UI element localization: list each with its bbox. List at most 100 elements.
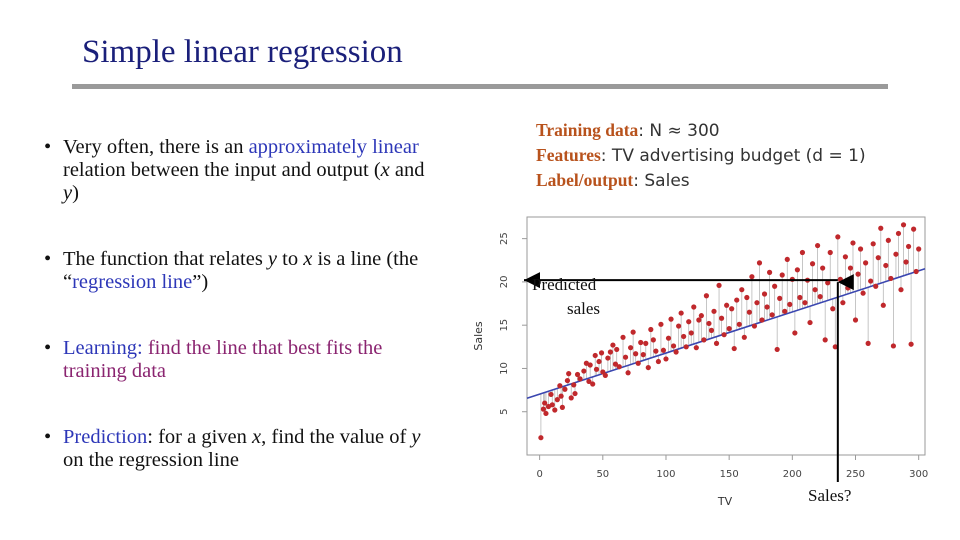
- data-point: [840, 300, 846, 306]
- data-point: [571, 382, 577, 388]
- data-point: [598, 350, 605, 356]
- data-point: [587, 362, 593, 368]
- data-point: [842, 254, 849, 260]
- data-point: [693, 345, 699, 351]
- math-x: x: [303, 248, 313, 270]
- data-point: [764, 304, 770, 310]
- data-point: [895, 230, 902, 237]
- data-point: [549, 402, 555, 408]
- x-tick-label: 100: [656, 469, 675, 480]
- data-point: [577, 376, 583, 382]
- data-point: [686, 319, 692, 325]
- data-point: [593, 366, 600, 372]
- data-point: [893, 251, 899, 257]
- data-point: [857, 246, 864, 252]
- y-tick-label: 15: [499, 319, 510, 332]
- data-point: [543, 410, 549, 417]
- text-run: to: [277, 248, 304, 270]
- data-point: [590, 381, 596, 387]
- bullet-marker: •: [44, 248, 52, 270]
- data-point: [605, 355, 611, 361]
- data-point: [731, 345, 737, 352]
- data-point: [574, 371, 581, 378]
- text-run: and: [389, 159, 425, 181]
- y-axis-ticks: 5 10 15 20 25: [499, 232, 527, 415]
- info-value: : N ≈ 300: [638, 121, 720, 141]
- data-point: [643, 340, 649, 346]
- data-point: [698, 313, 704, 319]
- data-point: [658, 321, 664, 327]
- data-point: [726, 326, 732, 332]
- data-point: [905, 243, 912, 250]
- bullet-marker: •: [44, 426, 52, 448]
- data-point: [766, 269, 773, 275]
- data-point: [592, 352, 598, 359]
- text-run: on the regression line: [63, 449, 239, 471]
- data-point: [696, 317, 702, 323]
- data-point: [830, 306, 836, 312]
- data-point: [557, 383, 563, 389]
- predicted-sales-label: sales: [567, 299, 601, 318]
- data-point: [863, 260, 869, 266]
- text-run: : for a given: [147, 426, 253, 448]
- bullet-marker: •: [44, 136, 52, 158]
- y-tick-label: 20: [499, 276, 510, 289]
- data-point: [797, 294, 803, 301]
- data-point: [847, 265, 854, 271]
- data-points: [538, 222, 922, 441]
- data-point: [628, 345, 634, 351]
- data-point: [825, 280, 831, 286]
- data-point: [888, 275, 894, 282]
- data-point: [542, 400, 548, 406]
- x-tick-label: 150: [720, 469, 739, 480]
- highlight-prediction: Prediction: [63, 426, 148, 448]
- data-point: [754, 300, 760, 306]
- math-x: x: [380, 159, 390, 181]
- data-point: [630, 329, 636, 335]
- sales-question-label: Sales?: [808, 486, 852, 505]
- data-point: [855, 271, 861, 277]
- data-point: [564, 377, 571, 384]
- data-point: [640, 352, 646, 358]
- data-point: [568, 395, 574, 401]
- bullet-text: Learning: find the line that best fits t…: [63, 337, 443, 383]
- data-point: [711, 308, 717, 314]
- data-point: [653, 348, 659, 354]
- x-tick-label: 50: [596, 469, 609, 480]
- data-point: [724, 302, 730, 308]
- data-point: [820, 265, 826, 271]
- data-point: [678, 310, 684, 316]
- data-point: [769, 312, 775, 318]
- data-point: [559, 404, 565, 410]
- x-tick-label: 250: [846, 469, 865, 480]
- text-run: relation between the input and output (: [63, 159, 381, 181]
- info-features: Features: TV advertising budget (d = 1): [536, 143, 866, 168]
- data-point: [607, 349, 613, 355]
- title-divider: [72, 84, 888, 89]
- data-point: [701, 337, 707, 343]
- math-y: y: [267, 248, 278, 270]
- data-point: [774, 346, 780, 353]
- text-run: The function that relates: [63, 248, 268, 270]
- data-point: [885, 237, 891, 243]
- data-point: [809, 261, 816, 267]
- data-point: [554, 397, 560, 403]
- data-point: [612, 361, 619, 367]
- data-point: [635, 360, 641, 366]
- data-point: [736, 321, 742, 327]
- data-point: [708, 327, 715, 333]
- y-axis-label: Sales: [472, 321, 485, 351]
- data-point: [683, 344, 689, 350]
- data-point: [668, 316, 674, 322]
- data-point: [860, 290, 866, 296]
- data-point: [815, 242, 821, 249]
- y-tick-label: 5: [499, 409, 510, 415]
- data-point: [706, 320, 712, 327]
- y-tick-label: 25: [499, 232, 510, 245]
- data-point: [729, 306, 735, 312]
- info-value: : TV advertising budget (d = 1): [600, 146, 866, 166]
- highlight-learning: Learning:: [63, 337, 143, 359]
- data-point: [802, 300, 808, 306]
- data-point: [916, 246, 922, 252]
- text-run: , find the value of: [261, 426, 412, 448]
